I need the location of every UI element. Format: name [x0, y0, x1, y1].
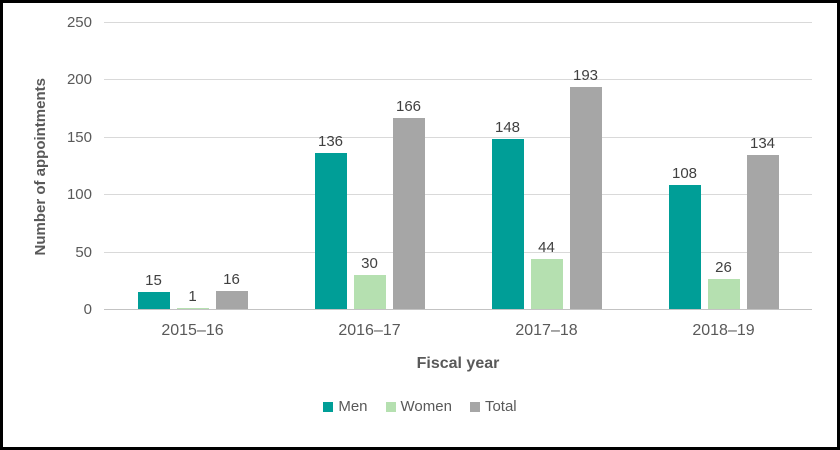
bar-men-2015-16: [137, 291, 170, 309]
y-tick-label-200: 200: [66, 71, 92, 89]
bar-column-total-2018-19: 134: [746, 135, 779, 309]
y-tick-label-0: 0: [83, 301, 92, 318]
bar-group-2016-17: 136 30 166: [281, 22, 458, 309]
x-tick-label-2018-19: 2018–19: [692, 322, 755, 339]
legend-swatch-total: [469, 401, 480, 412]
bar-total-2017-18: [569, 87, 602, 309]
data-label-women-2018-19: 26: [715, 259, 732, 277]
bar-column-women-2015-16: 1: [176, 287, 209, 309]
data-label-total-2016-17: 166: [395, 98, 422, 116]
bar-column-men-2018-19: 108: [668, 165, 701, 309]
gridline-250: [104, 22, 812, 23]
bar-women-2016-17: [353, 274, 386, 309]
bar-group-2015-16: 15 1 16: [104, 22, 281, 309]
y-tick-label-250: 250: [66, 14, 92, 31]
x-tick-label-2015-16: 2015–16: [161, 322, 224, 339]
bar-total-2018-19: [746, 155, 779, 309]
bar-total-2016-17: [392, 118, 425, 309]
chart-legend: Men Women Total: [3, 398, 837, 415]
legend-swatch-men: [323, 401, 334, 412]
data-label-total-2018-19: 134: [749, 135, 776, 153]
legend-label-women: Women: [400, 398, 452, 415]
appointments-bar-chart: Number of appointments 0 50 100 150 200 250 1…: [3, 3, 837, 447]
bar-column-total-2015-16: 16: [215, 270, 248, 309]
bar-column-women-2018-19: 26: [707, 259, 740, 309]
plot-area: 15 1 16 136 30 166 148 44 193 108 26 134: [104, 22, 812, 310]
gridline-200: [104, 79, 812, 81]
bar-total-2015-16: [215, 290, 248, 309]
data-label-women-2015-16: 1: [188, 287, 197, 305]
legend-item-men: Men: [323, 398, 368, 415]
x-tick-label-2016-17: 2016–17: [338, 322, 401, 339]
data-label-men-2016-17: 136: [317, 132, 344, 150]
bar-men-2017-18: [491, 139, 524, 309]
data-label-men-2015-16: 15: [145, 271, 162, 289]
bar-women-2015-16: [176, 307, 209, 309]
legend-label-men: Men: [338, 398, 368, 415]
bar-women-2018-19: [707, 279, 740, 309]
gridline-100: [104, 194, 812, 196]
bar-column-women-2016-17: 30: [353, 254, 386, 309]
data-label-women-2017-18: 44: [538, 238, 555, 256]
bar-column-men-2016-17: 136: [314, 132, 347, 309]
legend-item-total: Total: [469, 398, 517, 415]
bar-men-2016-17: [314, 152, 347, 309]
x-axis-title: Fiscal year: [416, 355, 500, 372]
legend-swatch-women: [385, 401, 396, 412]
bar-column-women-2017-18: 44: [530, 238, 563, 309]
data-label-men-2018-19: 108: [671, 165, 698, 183]
y-tick-label-100: 100: [66, 186, 92, 204]
gridline-150: [104, 136, 812, 138]
legend-label-total: Total: [484, 398, 517, 415]
legend-item-women: Women: [385, 398, 452, 415]
bar-women-2017-18: [530, 258, 563, 309]
y-axis-tick-labels: 0 50 100 150 200 250: [3, 14, 92, 318]
y-tick-label-150: 150: [66, 128, 92, 146]
x-axis-tick-labels: 2015–16 2016–17 2017–18 2018–19: [104, 322, 812, 340]
gridline-0: [104, 309, 812, 310]
gridline-50: [104, 251, 812, 253]
bar-column-men-2015-16: 15: [137, 271, 170, 309]
y-tick-label-50: 50: [75, 243, 92, 261]
bar-column-men-2017-18: 148: [491, 119, 524, 309]
bar-group-2017-18: 148 44 193: [458, 22, 635, 309]
bar-group-2018-19: 108 26 134: [635, 22, 812, 309]
data-label-total-2017-18: 193: [572, 67, 599, 85]
data-label-total-2015-16: 16: [223, 270, 240, 288]
data-label-men-2017-18: 148: [494, 119, 521, 137]
data-label-women-2016-17: 30: [361, 254, 378, 272]
bar-column-total-2016-17: 166: [392, 98, 425, 309]
x-tick-label-2017-18: 2017–18: [515, 322, 578, 339]
bar-column-total-2017-18: 193: [569, 67, 602, 309]
bar-men-2018-19: [668, 185, 701, 309]
